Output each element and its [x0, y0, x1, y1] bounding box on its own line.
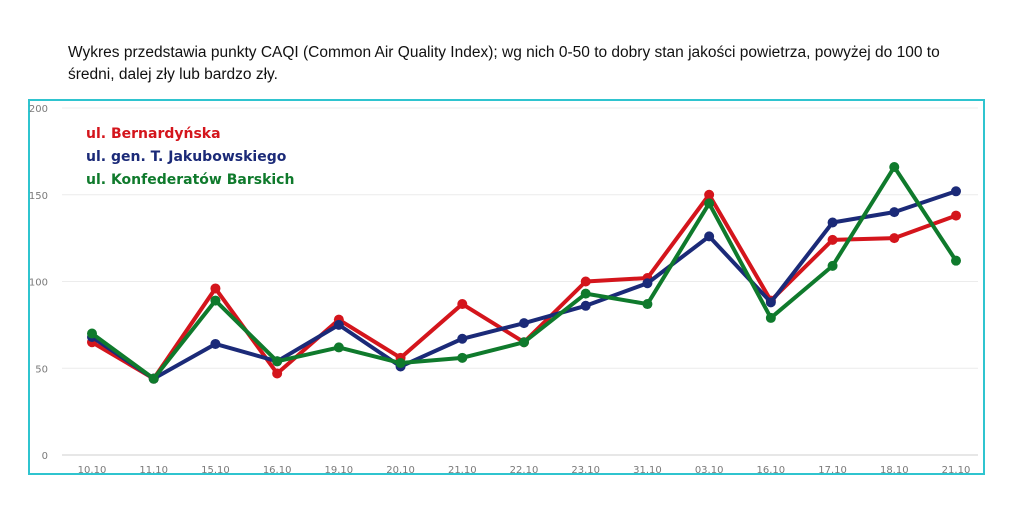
legend-entry: ul. gen. T. Jakubowskiego	[86, 149, 287, 165]
x-tick-label: 22.10	[510, 465, 539, 476]
data-point	[457, 333, 468, 344]
data-point	[457, 299, 468, 310]
series-lines	[87, 161, 961, 384]
x-tick-label: 15.10	[201, 465, 230, 476]
data-point	[457, 352, 468, 363]
legend: ul. Bernardyńska ul. gen. T. Jakubowskieg…	[86, 126, 294, 188]
series-line	[90, 189, 958, 381]
x-tick-label: 19.10	[325, 465, 354, 476]
data-point	[704, 189, 715, 200]
chart-description: Wykres przedstawia punkty CAQI (Common A…	[68, 44, 940, 83]
data-point	[827, 234, 838, 245]
y-tick-label: 150	[29, 191, 48, 202]
data-point	[272, 368, 283, 379]
data-point	[333, 342, 344, 353]
y-axis-ticks: 0 50 100 150 200	[29, 104, 48, 462]
y-tick-label: 100	[29, 278, 48, 289]
data-point	[210, 283, 221, 294]
data-point	[87, 328, 97, 339]
x-tick-label: 16.10	[263, 465, 292, 476]
data-point	[704, 198, 715, 209]
data-point	[333, 319, 344, 330]
data-point	[951, 210, 961, 221]
x-tick-label: 10.10	[78, 465, 107, 476]
x-tick-label: 21.10	[448, 465, 477, 476]
data-point	[889, 207, 900, 218]
x-tick-label: 16.10	[757, 465, 786, 476]
data-point	[827, 217, 838, 228]
data-point	[519, 337, 529, 348]
legend-entry: ul. Bernardyńska	[86, 126, 221, 142]
x-tick-label: 17.10	[818, 465, 847, 476]
data-point	[951, 186, 961, 197]
data-point	[827, 260, 838, 271]
data-point	[148, 373, 159, 384]
x-tick-label: 23.10	[571, 465, 600, 476]
x-tick-label: 11.10	[139, 465, 168, 476]
series-3	[87, 161, 961, 384]
series-line	[90, 192, 958, 381]
data-point	[951, 255, 961, 266]
y-tick-label: 0	[42, 451, 48, 462]
data-point	[272, 356, 283, 367]
grid-lines	[62, 107, 978, 456]
data-point	[765, 297, 776, 308]
x-tick-label: 31.10	[633, 465, 662, 476]
data-point	[580, 288, 591, 299]
data-point	[210, 295, 221, 306]
data-point	[889, 233, 900, 244]
data-point	[580, 300, 591, 311]
data-point	[642, 278, 653, 289]
data-point	[395, 358, 406, 369]
x-tick-label: 20.10	[386, 465, 415, 476]
y-tick-label: 50	[35, 364, 48, 375]
x-tick-label: 21.10	[942, 465, 971, 476]
data-point	[210, 338, 221, 349]
data-point	[704, 231, 715, 242]
data-point	[642, 299, 653, 310]
x-tick-label: 18.10	[880, 465, 909, 476]
x-tick-label: 03.10	[695, 465, 724, 476]
legend-entry: ul. Konfederatów Barskich	[86, 172, 294, 188]
data-point	[519, 318, 529, 329]
data-point	[765, 312, 776, 323]
y-tick-label: 200	[29, 104, 48, 115]
data-point	[580, 276, 591, 287]
x-axis-ticks: 10.10 11.10 15.10 16.10 19.10 20.10 21.10 22.10…	[78, 465, 971, 476]
data-point	[889, 161, 900, 172]
chart-frame	[28, 99, 985, 475]
